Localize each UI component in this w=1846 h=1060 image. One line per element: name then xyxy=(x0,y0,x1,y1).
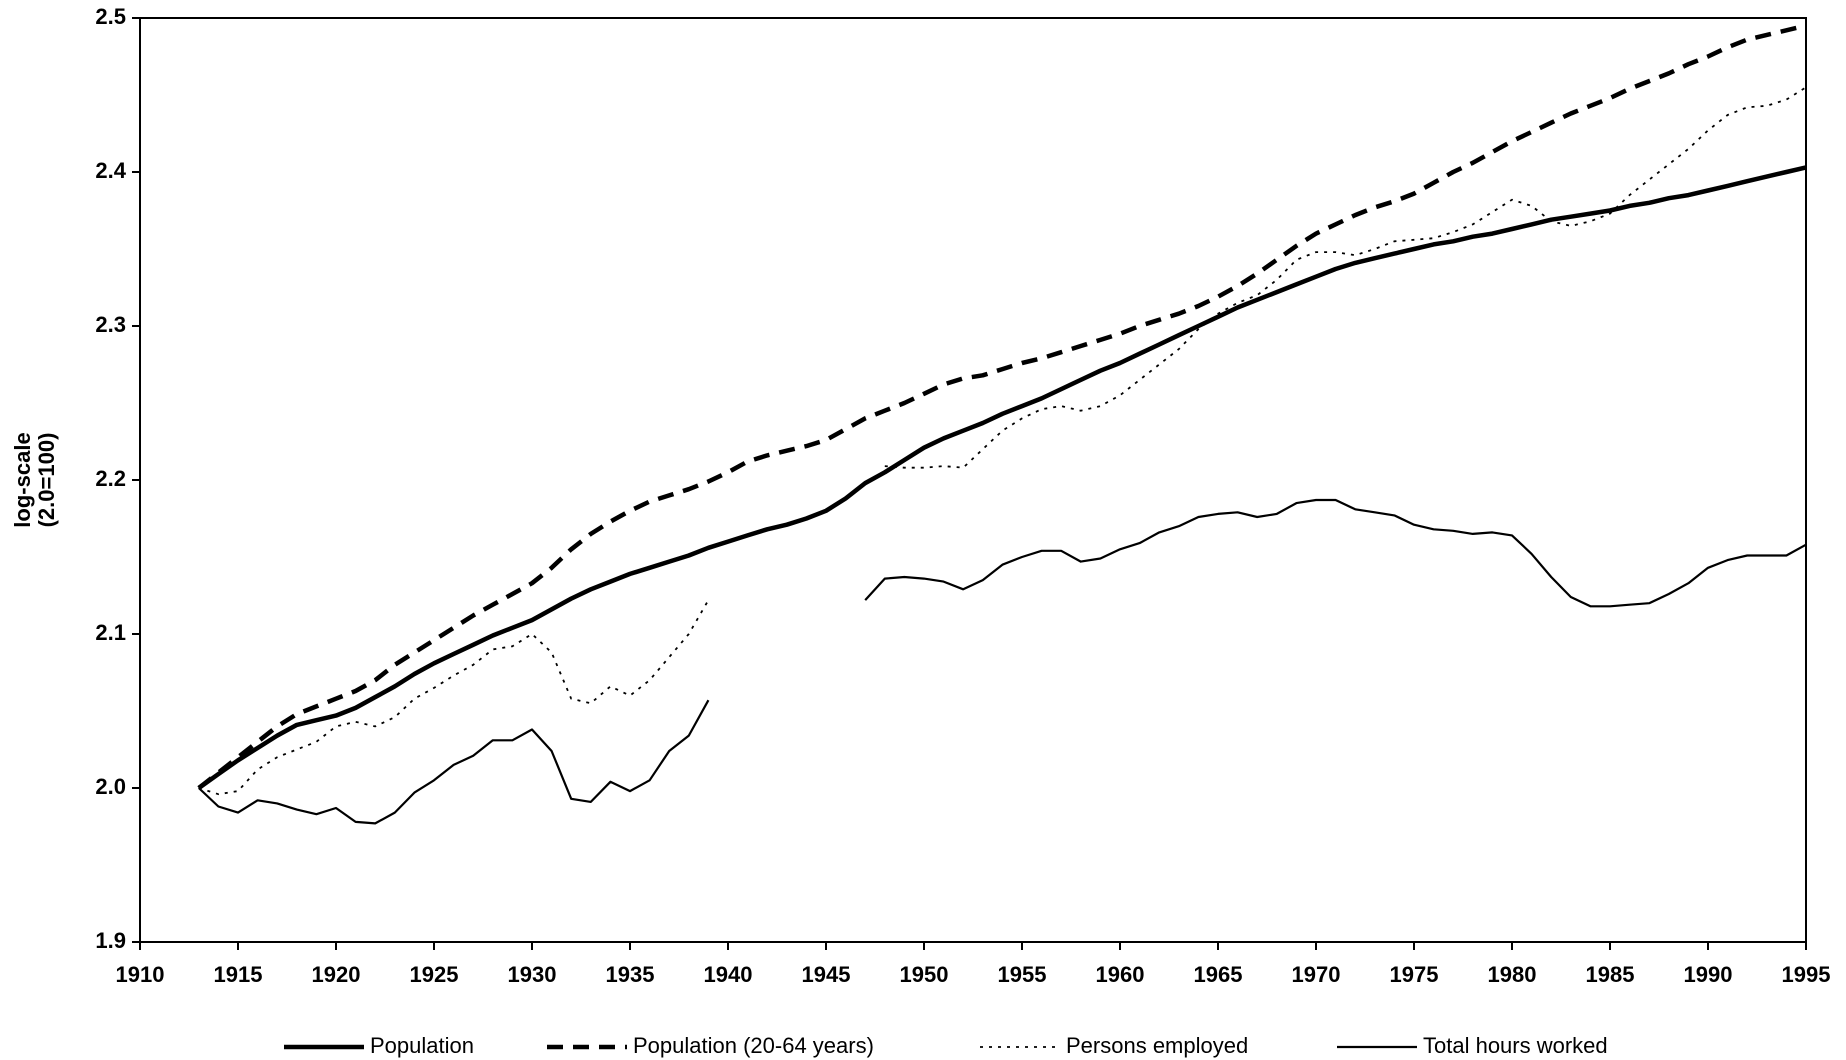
x-tick-label: 1920 xyxy=(312,962,361,987)
x-tick-label: 1995 xyxy=(1782,962,1831,987)
x-tick-label: 1930 xyxy=(508,962,557,987)
series-line xyxy=(198,86,1807,796)
x-tick-label: 1955 xyxy=(998,962,1047,987)
x-tick-label: 1940 xyxy=(704,962,753,987)
y-tick-label: 2.4 xyxy=(95,158,126,183)
x-tick-label: 1975 xyxy=(1390,962,1439,987)
x-tick-label: 1935 xyxy=(606,962,655,987)
x-tick-label: 1960 xyxy=(1096,962,1145,987)
series-line xyxy=(198,498,1807,825)
x-tick-label: 1945 xyxy=(802,962,851,987)
y-axis-label: (2.0=100) xyxy=(34,433,59,528)
x-tick-label: 1925 xyxy=(410,962,459,987)
y-tick-label: 2.2 xyxy=(95,466,126,491)
x-tick-label: 1970 xyxy=(1292,962,1341,987)
x-tick-label: 1990 xyxy=(1684,962,1733,987)
y-tick-label: 2.1 xyxy=(95,620,126,645)
y-tick-label: 2.3 xyxy=(95,312,126,337)
x-tick-label: 1950 xyxy=(900,962,949,987)
legend-label: Total hours worked xyxy=(1423,1033,1608,1058)
x-tick-label: 1980 xyxy=(1488,962,1537,987)
x-tick-label: 1910 xyxy=(116,962,165,987)
x-tick-label: 1915 xyxy=(214,962,263,987)
legend-label: Persons employed xyxy=(1066,1033,1248,1058)
legend-label: Population xyxy=(370,1033,474,1058)
y-tick-label: 2.5 xyxy=(95,4,126,29)
y-tick-label: 1.9 xyxy=(95,928,126,953)
legend-label: Population (20-64 years) xyxy=(633,1033,874,1058)
series-line xyxy=(197,23,1807,790)
series-line xyxy=(197,165,1807,790)
x-tick-label: 1965 xyxy=(1194,962,1243,987)
y-tick-label: 2.0 xyxy=(95,774,126,799)
y-axis-label: log-scale xyxy=(10,432,35,527)
x-tick-label: 1985 xyxy=(1586,962,1635,987)
